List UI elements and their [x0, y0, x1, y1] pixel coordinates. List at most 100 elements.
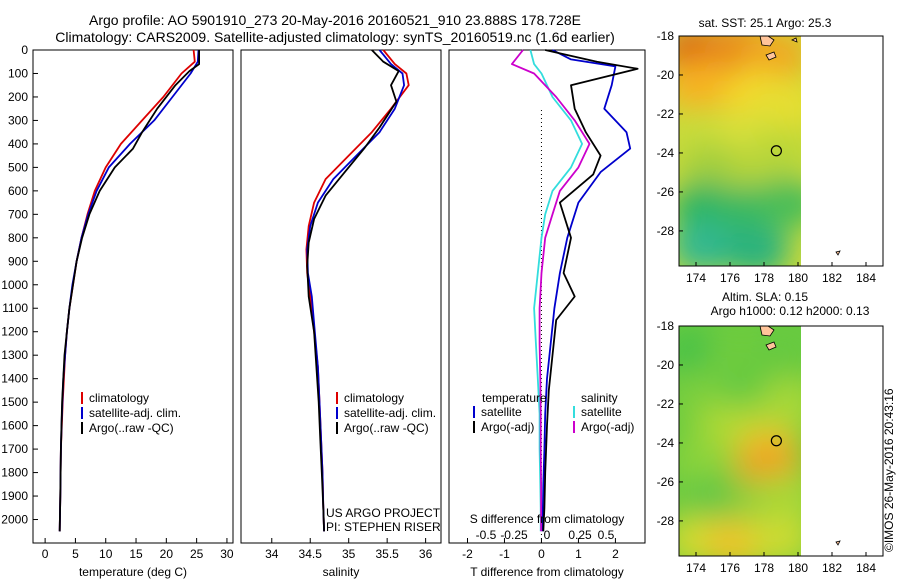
legend-label-argo: Argo(..raw -QC) [344, 421, 429, 435]
sst-map-title: sat. SST: 25.1 Argo: 25.3 [699, 16, 832, 30]
legend-label-sal-argo: Argo(-adj) [581, 420, 634, 434]
lon-tick-label: 182 [822, 271, 842, 285]
lat-tick-label: -22 [657, 107, 675, 121]
legend-label-argo: Argo(..raw -QC) [89, 421, 174, 435]
x-tick-label: -1 [499, 547, 510, 561]
temperature-panel: 0100200300400500600700800900100011001200… [1, 43, 234, 579]
s-difference-tick-label: 0.5 [598, 528, 615, 542]
depth-tick-label: 800 [8, 231, 28, 245]
depth-tick-label: 1200 [1, 325, 28, 339]
sla-map-panel: Altim. SLA: 0.15 Argo h1000: 0.12 h2000:… [657, 290, 884, 575]
x-tick-label: -2 [462, 547, 473, 561]
lon-tick-label: 176 [720, 271, 740, 285]
x-tick-label: 5 [72, 547, 79, 561]
sst-map-axes: 174 176 178 180 182 184 -18 -20 -22 -24 -26 -28 [657, 29, 877, 285]
depth-tick-label: 0 [21, 43, 28, 57]
s-difference-tick-label: -0.25 [500, 528, 528, 542]
x-tick-label: 15 [129, 547, 143, 561]
lon-tick-label: 176 [720, 561, 740, 575]
legend-label-climatology: climatology [344, 391, 404, 405]
lat-tick-label: -18 [657, 319, 675, 333]
credit-label: ©IMOS 26-May-2016 20:43:16 [882, 388, 896, 552]
salinity-plot-area: 34 34.5 35 35.5 36 [265, 49, 433, 561]
island-shape [765, 51, 777, 61]
depth-tick-label: 1800 [1, 466, 28, 480]
sst-islands [759, 35, 841, 256]
legend-header-salinity: salinity [581, 391, 618, 405]
lat-tick-label: -26 [657, 475, 675, 489]
lon-tick-label: 180 [788, 561, 808, 575]
depth-tick-label: 1100 [2, 301, 28, 315]
x-tick-label: 30 [220, 547, 234, 561]
salinity-plot-frame [240, 49, 442, 544]
sla-map-frame [678, 325, 884, 557]
t-difference-label: T difference from climatology [470, 565, 624, 579]
legend-header-temperature: temperature [482, 391, 547, 405]
difference-plot-area: -2 -1 0 1 2 [462, 49, 639, 561]
legend-label-temp-satellite: satellite [481, 405, 522, 419]
island-shape [791, 37, 798, 43]
series-temperature-argo-adj [542, 49, 639, 532]
x-tick-label: 35 [342, 547, 356, 561]
field-blob [747, 514, 801, 556]
x-tick-label: 10 [99, 547, 113, 561]
depth-tick-label: 1000 [1, 278, 28, 292]
salinity-axis-label: salinity [323, 565, 360, 579]
lon-tick-label: 180 [788, 271, 808, 285]
lon-tick-label: 174 [686, 271, 706, 285]
depth-tick-label: 100 [8, 66, 28, 80]
sla-map-title: Altim. SLA: 0.15 [722, 290, 808, 304]
difference-legend: temperature salinity satellite Argo(-adj… [473, 391, 634, 434]
lon-tick-label: 184 [856, 561, 876, 575]
series-salinity-argo-adj [510, 49, 591, 532]
s-difference-tick-labels: -0.5 -0.25 0 0.25 0.5 [476, 528, 615, 542]
series-salinity-satellite [529, 49, 583, 532]
x-tick-label: 34 [265, 547, 279, 561]
field-blob [679, 60, 734, 113]
legend-label-sal-satellite: satellite [581, 405, 622, 419]
sst-map-frame [678, 35, 884, 267]
pi-label: PI: STEPHEN RISER [326, 520, 441, 534]
x-tick-label: 2 [612, 547, 619, 561]
depth-tick-label: 200 [8, 90, 28, 104]
x-tick-label: 36 [419, 547, 433, 561]
lon-tick-label: 178 [754, 271, 774, 285]
depth-tick-label: 500 [8, 160, 28, 174]
temperature-plot-frame [32, 49, 234, 544]
argo-location-marker [770, 435, 782, 447]
lat-tick-label: -28 [657, 224, 675, 238]
field-blob [755, 471, 801, 524]
legend-label-climatology: climatology [89, 391, 149, 405]
difference-plot-frame [448, 49, 646, 544]
series-climatology [58, 49, 196, 532]
field-blob [679, 142, 747, 195]
depth-tick-label: 400 [8, 137, 28, 151]
x-tick-label: 35.5 [375, 547, 399, 561]
lat-tick-label: -24 [657, 436, 675, 450]
field-blob [721, 224, 790, 266]
island-shape [835, 250, 841, 256]
depth-tick-label: 1500 [1, 395, 28, 409]
depth-tick-label: 1300 [1, 348, 28, 362]
lat-tick-label: -28 [657, 514, 675, 528]
header-line2: Climatology: CARS2009. Satellite-adjuste… [55, 29, 615, 45]
x-tick-label: 0 [42, 547, 49, 561]
s-difference-label: S difference from climatology [470, 512, 625, 526]
project-label: US ARGO PROJECT [326, 506, 441, 520]
lon-tick-label: 182 [822, 561, 842, 575]
legend-label-satellite-adj: satellite-adj. clim. [89, 406, 181, 420]
s-difference-tick-label: 0 [544, 528, 551, 542]
depth-tick-label: 1600 [1, 419, 28, 433]
x-tick-label: 0 [538, 547, 545, 561]
depth-tick-labels: 0 100 200 300 400 500 600 700 800 900 1000 1100 1200… [1, 43, 28, 527]
s-difference-tick-label: -0.5 [476, 528, 497, 542]
lat-tick-label: -24 [657, 146, 675, 160]
lat-tick-label: -20 [657, 68, 675, 82]
salinity-legend: climatology satellite-adj. clim. Argo(..… [336, 391, 436, 435]
lon-tick-label: 174 [686, 561, 706, 575]
s-difference-tick-label: 0.25 [568, 528, 592, 542]
lat-tick-label: -26 [657, 185, 675, 199]
depth-tick-label: 300 [8, 113, 28, 127]
header-line1: Argo profile: AO 5901910_273 20-May-2016… [89, 12, 581, 28]
